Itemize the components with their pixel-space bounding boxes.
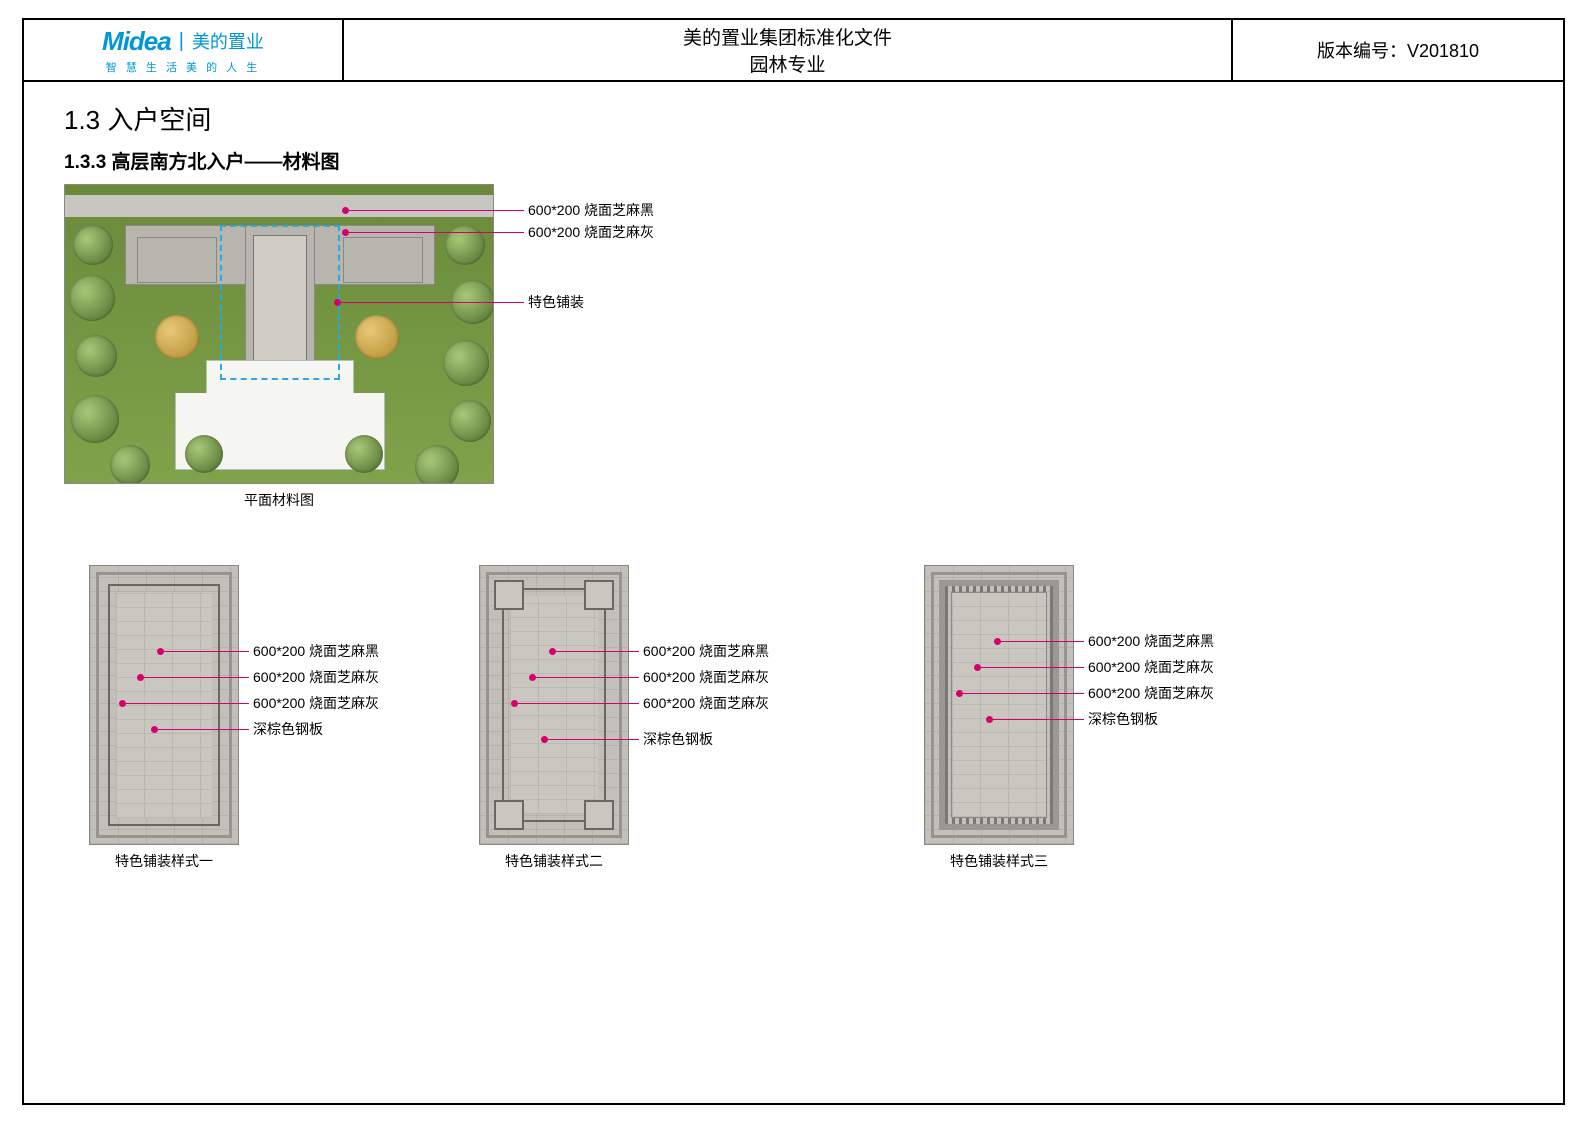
callout-label: 600*200 烧面芝麻黑: [1088, 631, 1214, 651]
callout-label: 600*200 烧面芝麻灰: [253, 693, 379, 713]
callout-label: 600*200 烧面芝麻黑: [643, 641, 769, 661]
callout-dot-icon: [137, 674, 144, 681]
callout-label: 600*200 烧面芝麻灰: [1088, 683, 1214, 703]
sample-1-callouts: 600*200 烧面芝麻黑 600*200 烧面芝麻灰 600*200 烧面芝麻…: [239, 565, 479, 845]
callout-dot-icon: [974, 664, 981, 671]
plan-wrap: 平面材料图 600*200 烧面芝麻黑 600*200 烧面芝麻灰 特色铺装: [64, 184, 624, 510]
callout-line: [341, 302, 524, 303]
callout-dot-icon: [549, 648, 556, 655]
callout-label: 600*200 烧面芝麻黑: [253, 641, 379, 661]
doc-title-2: 园林专业: [749, 50, 825, 77]
callout-line: [144, 677, 249, 678]
callout-line: [963, 693, 1084, 694]
sample-1-caption: 特色铺装样式一: [89, 851, 239, 871]
header: Midea | 美的置业 智 慧 生 活 美 的 人 生 美的置业集团标准化文件…: [24, 20, 1563, 82]
version-label: 版本编号：V201810: [1317, 37, 1479, 63]
plan-callout: 600*200 烧面芝麻灰: [342, 222, 654, 242]
callout-line: [556, 651, 639, 652]
callout-dot-icon: [511, 700, 518, 707]
samples-row: 特色铺装样式一 600*200 烧面芝麻黑 600*200 烧面芝麻灰 600*…: [89, 565, 1523, 871]
logo-cell: Midea | 美的置业 智 慧 生 活 美 的 人 生: [24, 20, 344, 80]
callout-dot-icon: [994, 638, 1001, 645]
content: 1.3 入户空间 1.3.3 高层南方北入户——材料图: [64, 100, 1523, 510]
callout-dot-icon: [157, 648, 164, 655]
callout-label: 600*200 烧面芝麻灰: [643, 667, 769, 687]
doc-title-1: 美的置业集团标准化文件: [683, 23, 892, 50]
sample-2: 特色铺装样式二 600*200 烧面芝麻黑 600*200 烧面芝麻灰 600*…: [479, 565, 629, 871]
callout-label: 深棕色钢板: [1088, 709, 1158, 729]
callout-dot-icon: [334, 299, 341, 306]
callout-dot-icon: [342, 207, 349, 214]
plan-callout: 特色铺装: [334, 292, 584, 312]
page-frame: Midea | 美的置业 智 慧 生 活 美 的 人 生 美的置业集团标准化文件…: [22, 18, 1565, 1105]
version-cell: 版本编号：V201810: [1233, 20, 1563, 80]
tile-3: [924, 565, 1074, 845]
callout-dot-icon: [529, 674, 536, 681]
logo-sep: |: [179, 30, 184, 53]
callout-line: [164, 651, 249, 652]
callout-line: [981, 667, 1084, 668]
logo-tagline: 智 慧 生 活 美 的 人 生: [106, 59, 260, 75]
section-number: 1.3 入户空间: [64, 100, 1523, 137]
callout-line: [349, 232, 524, 233]
callout-dot-icon: [151, 726, 158, 733]
callout-line: [536, 677, 639, 678]
sample-3-callouts: 600*200 烧面芝麻黑 600*200 烧面芝麻灰 600*200 烧面芝麻…: [1074, 565, 1314, 845]
callout-label: 600*200 烧面芝麻灰: [643, 693, 769, 713]
sample-2-callouts: 600*200 烧面芝麻黑 600*200 烧面芝麻灰 600*200 烧面芝麻…: [629, 565, 869, 845]
callout-dot-icon: [541, 736, 548, 743]
callout-line: [993, 719, 1084, 720]
callout-line: [349, 210, 524, 211]
section-subtitle: 1.3.3 高层南方北入户——材料图: [64, 147, 1523, 174]
plan-caption: 平面材料图: [64, 490, 494, 510]
sample-3-caption: 特色铺装样式三: [924, 851, 1074, 871]
callout-dot-icon: [342, 229, 349, 236]
callout-label: 深棕色钢板: [253, 719, 323, 739]
callout-dot-icon: [986, 716, 993, 723]
sample-3: 特色铺装样式三 600*200 烧面芝麻黑 600*200 烧面芝麻灰 600*…: [924, 565, 1074, 871]
callout-dot-icon: [119, 700, 126, 707]
sample-2-caption: 特色铺装样式二: [479, 851, 629, 871]
callout-line: [518, 703, 639, 704]
logo-en: Midea: [102, 26, 171, 57]
title-cell: 美的置业集团标准化文件 园林专业: [344, 20, 1233, 80]
callout-line: [126, 703, 249, 704]
callout-line: [548, 739, 639, 740]
logo-cn: 美的置业: [192, 28, 264, 54]
callout-dot-icon: [956, 690, 963, 697]
callout-line: [1001, 641, 1084, 642]
plan-callout: 600*200 烧面芝麻黑: [342, 200, 654, 220]
sample-1: 特色铺装样式一 600*200 烧面芝麻黑 600*200 烧面芝麻灰 600*…: [89, 565, 239, 871]
callout-label: 600*200 烧面芝麻灰: [1088, 657, 1214, 677]
callout-label: 特色铺装: [528, 292, 584, 312]
callout-label: 600*200 烧面芝麻黑: [528, 200, 654, 220]
callout-line: [158, 729, 249, 730]
callout-label: 深棕色钢板: [643, 729, 713, 749]
callout-label: 600*200 烧面芝麻灰: [253, 667, 379, 687]
callout-label: 600*200 烧面芝麻灰: [528, 222, 654, 242]
